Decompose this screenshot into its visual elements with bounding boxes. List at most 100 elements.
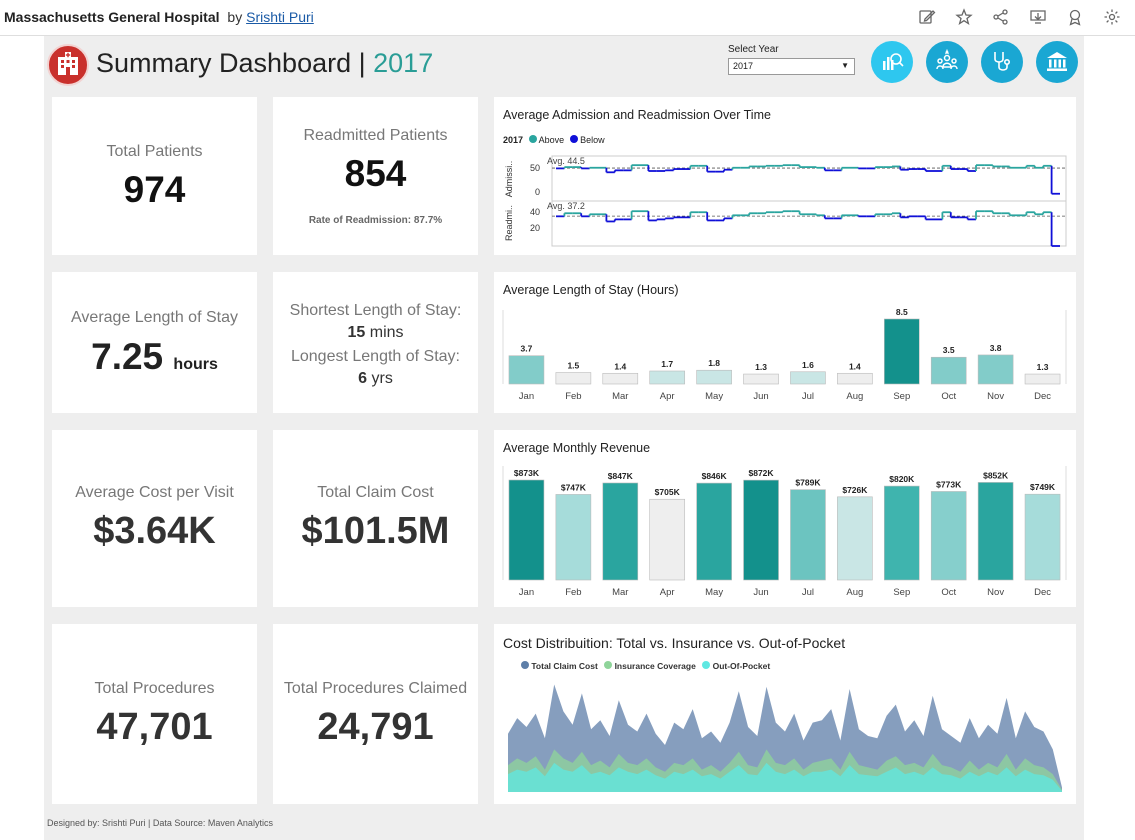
badge-icon[interactable] — [1066, 8, 1084, 26]
footer-credit: Designed by: Srishti Puri | Data Source:… — [47, 818, 273, 828]
bar-sep — [883, 318, 920, 385]
select-year-label: Select Year — [728, 44, 779, 55]
year-select[interactable]: 2017 ▼ — [728, 58, 855, 75]
bar-jan — [508, 355, 545, 385]
cost-area-chart — [508, 684, 1062, 792]
category-label: Apr — [660, 391, 675, 402]
download-icon[interactable] — [1029, 8, 1047, 26]
bar-sep — [883, 485, 920, 581]
bar-nov — [977, 482, 1014, 581]
bar-value-label: 1.7 — [661, 359, 673, 369]
bar-value-label: $749K — [1030, 482, 1056, 492]
category-label: Nov — [987, 587, 1004, 598]
total-procedures-value: 47,701 — [96, 706, 213, 748]
stethoscope-icon — [994, 52, 1011, 71]
category-label: May — [705, 587, 723, 598]
bar-value-label: $852K — [983, 470, 1009, 480]
bar-nov — [977, 354, 1014, 385]
bar-value-label: $773K — [936, 479, 962, 489]
bar-mar — [602, 372, 639, 385]
hospital-icon — [58, 52, 78, 75]
category-label: Aug — [846, 391, 863, 402]
bar-value-label: $789K — [795, 478, 821, 488]
category-label: Nov — [987, 391, 1004, 402]
category-label: Dec — [1034, 391, 1051, 402]
bar-value-label: 3.8 — [990, 343, 1002, 353]
bar-oct — [930, 356, 967, 385]
analytics-nav-button[interactable] — [871, 41, 913, 83]
gear-icon[interactable] — [1103, 8, 1121, 26]
hospital-logo — [47, 44, 89, 86]
avg-cost-label: Average Cost per Visit — [75, 484, 234, 501]
star-icon[interactable] — [955, 8, 973, 26]
procedures-claimed-label: Total Procedures Claimed — [283, 680, 468, 697]
admission-chart-title: Average Admission and Readmission Over T… — [503, 108, 771, 122]
category-label: Aug — [846, 587, 863, 598]
bar-oct — [930, 491, 967, 581]
procedures-claimed-card: Total Procedures Claimed 24,791 — [273, 624, 478, 804]
los-chart-title: Average Length of Stay (Hours) — [503, 283, 679, 297]
category-label: Dec — [1034, 587, 1051, 598]
admission-tick-50: 50 — [530, 163, 540, 173]
bar-may — [696, 482, 732, 581]
category-label: Sep — [893, 587, 910, 598]
total-claim-value: $101.5M — [301, 510, 450, 552]
author-link[interactable]: Srishti Puri — [246, 9, 314, 25]
longest-los-unit: yrs — [371, 370, 393, 387]
avg-los-unit: hours — [173, 356, 218, 373]
hospital-name: Massachusetts General Hospital — [4, 9, 220, 25]
avg-los-card: Average Length of Stay 7.25 hours — [52, 272, 257, 413]
legend-insurance-label: Insurance Coverage — [614, 661, 696, 671]
category-label: Mar — [612, 391, 628, 402]
readmitted-patients-card: Readmitted Patients 854 Rate of Readmiss… — [273, 97, 478, 255]
avg-los-value: 7.25 — [91, 336, 164, 377]
bar-jul — [790, 489, 826, 581]
toolbar-icons — [918, 8, 1121, 26]
bar-value-label: 3.7 — [521, 344, 533, 354]
bar-jul — [790, 371, 826, 385]
patients-nav-button[interactable] — [926, 41, 968, 83]
readmission-avg-label: Avg. 37.2 — [547, 201, 585, 211]
bar-value-label: $872K — [749, 468, 775, 478]
bar-dec — [1024, 493, 1061, 581]
bar-apr — [649, 370, 686, 385]
page-title-year: 2017 — [373, 48, 434, 78]
bar-feb — [555, 372, 592, 385]
legend-below-swatch — [569, 135, 578, 143]
shortest-los-unit: mins — [369, 324, 404, 341]
bar-jun — [743, 373, 779, 385]
legend-above-swatch — [528, 135, 537, 143]
category-label: Jul — [802, 587, 814, 598]
category-label: May — [705, 391, 723, 402]
avg-cost-value: $3.64K — [93, 510, 216, 552]
category-label: Jul — [802, 391, 814, 402]
year-select-value: 2017 — [733, 61, 754, 71]
longest-los-line: 6 yrs — [273, 370, 478, 388]
cost-distribution-title: Cost Distribuition: Total vs. Insurance … — [503, 635, 846, 651]
bar-value-label: 1.3 — [1037, 362, 1049, 372]
by-label: by — [227, 9, 243, 25]
avg-cost-card: Average Cost per Visit $3.64K — [52, 430, 257, 607]
admission-tick-0: 0 — [535, 187, 540, 197]
procedures-claimed-value: 24,791 — [317, 706, 434, 748]
revenue-chart-title: Average Monthly Revenue — [503, 441, 651, 455]
medical-nav-button[interactable] — [981, 41, 1023, 83]
readmitted-label: Readmitted Patients — [303, 127, 448, 144]
bar-value-label: 1.4 — [614, 361, 626, 371]
dashboard-canvas: Summary Dashboard | 2017 Select Year 201… — [44, 36, 1084, 840]
legend-above-label: Above — [538, 135, 565, 145]
category-label: Jan — [519, 587, 534, 598]
bar-aug — [837, 372, 873, 385]
share-icon[interactable] — [992, 8, 1010, 26]
bar-value-label: 1.5 — [567, 361, 579, 371]
legend-oop-swatch — [702, 661, 711, 669]
total-patients-label: Total Patients — [106, 143, 203, 160]
bar-value-label: $726K — [842, 485, 868, 495]
readmission-rate: Rate of Readmission: 87.7% — [308, 215, 443, 226]
category-label: Sep — [893, 391, 910, 402]
edit-icon[interactable] — [918, 8, 936, 26]
revenue-bar-chart: $873K Jan $747K Feb $847K Mar $705K Apr $846K May… — [502, 466, 1067, 598]
finance-nav-button[interactable] — [1036, 41, 1078, 83]
bar-value-label: 1.4 — [849, 361, 861, 371]
legend-below-label: Below — [580, 135, 605, 145]
